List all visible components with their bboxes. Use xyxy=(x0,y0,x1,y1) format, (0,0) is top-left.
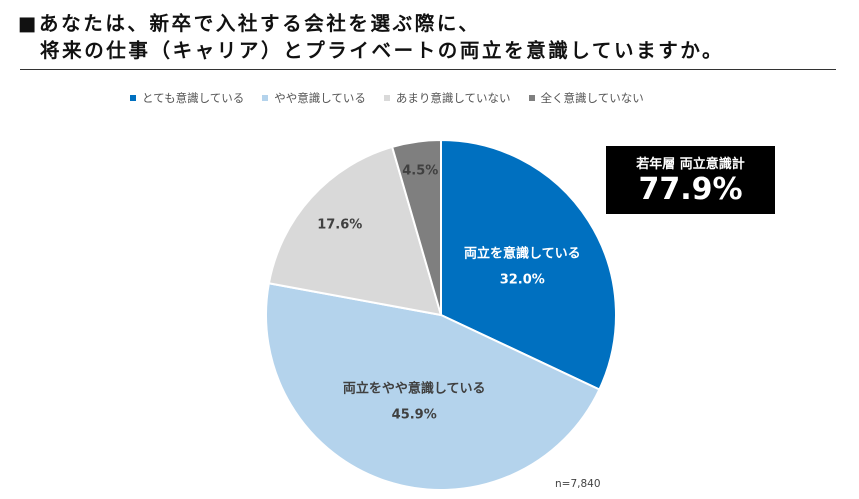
slice-value-label: 32.0% xyxy=(500,272,545,287)
legend-swatch xyxy=(528,95,535,101)
legend-item: あまり意識していない xyxy=(383,90,511,106)
legend-label: 全く意識していない xyxy=(540,91,644,105)
pie-slice xyxy=(265,282,601,491)
slice-value-label: 4.5% xyxy=(402,163,438,178)
legend-swatch xyxy=(262,95,269,101)
title-line-1: ■あなたは、新卒で入社する会社を選ぶ際に、 xyxy=(18,12,481,35)
legend-item: 全く意識していない xyxy=(528,90,644,106)
slice-value-label: 45.9% xyxy=(392,407,437,422)
pie-slice xyxy=(267,145,443,317)
legend-swatch xyxy=(130,95,136,101)
legend-label: とても意識している xyxy=(142,91,245,105)
summary-callout: 若年層 両立意識計 77.9% xyxy=(606,146,775,214)
pie-slice xyxy=(390,138,442,316)
legend-item: やや意識している xyxy=(262,90,366,106)
legend: とても意識している やや意識している あまり意識していない 全く意識していない xyxy=(130,90,644,106)
legend-label: やや意識している xyxy=(274,91,366,105)
slice-value-label: 17.6% xyxy=(317,217,362,232)
legend-swatch xyxy=(383,95,390,101)
pie-slice xyxy=(440,138,617,391)
chart-title: ■あなたは、新卒で入社する会社を選ぶ際に、 将来の仕事（キャリア）とプライベート… xyxy=(18,10,724,64)
callout-value: 77.9% xyxy=(638,172,743,207)
title-divider xyxy=(20,69,836,70)
callout-label: 若年層 両立意識計 xyxy=(636,157,745,172)
slice-annotation: 両立をやや意識している xyxy=(343,380,486,396)
legend-label: あまり意識していない xyxy=(395,91,511,105)
slice-annotation: 両立を意識している xyxy=(464,245,581,261)
sample-size-note: n=7,840 xyxy=(555,478,601,490)
title-line-2: 将来の仕事（キャリア）とプライベートの両立を意識していますか。 xyxy=(40,39,725,62)
legend-item: とても意識している xyxy=(130,90,244,106)
